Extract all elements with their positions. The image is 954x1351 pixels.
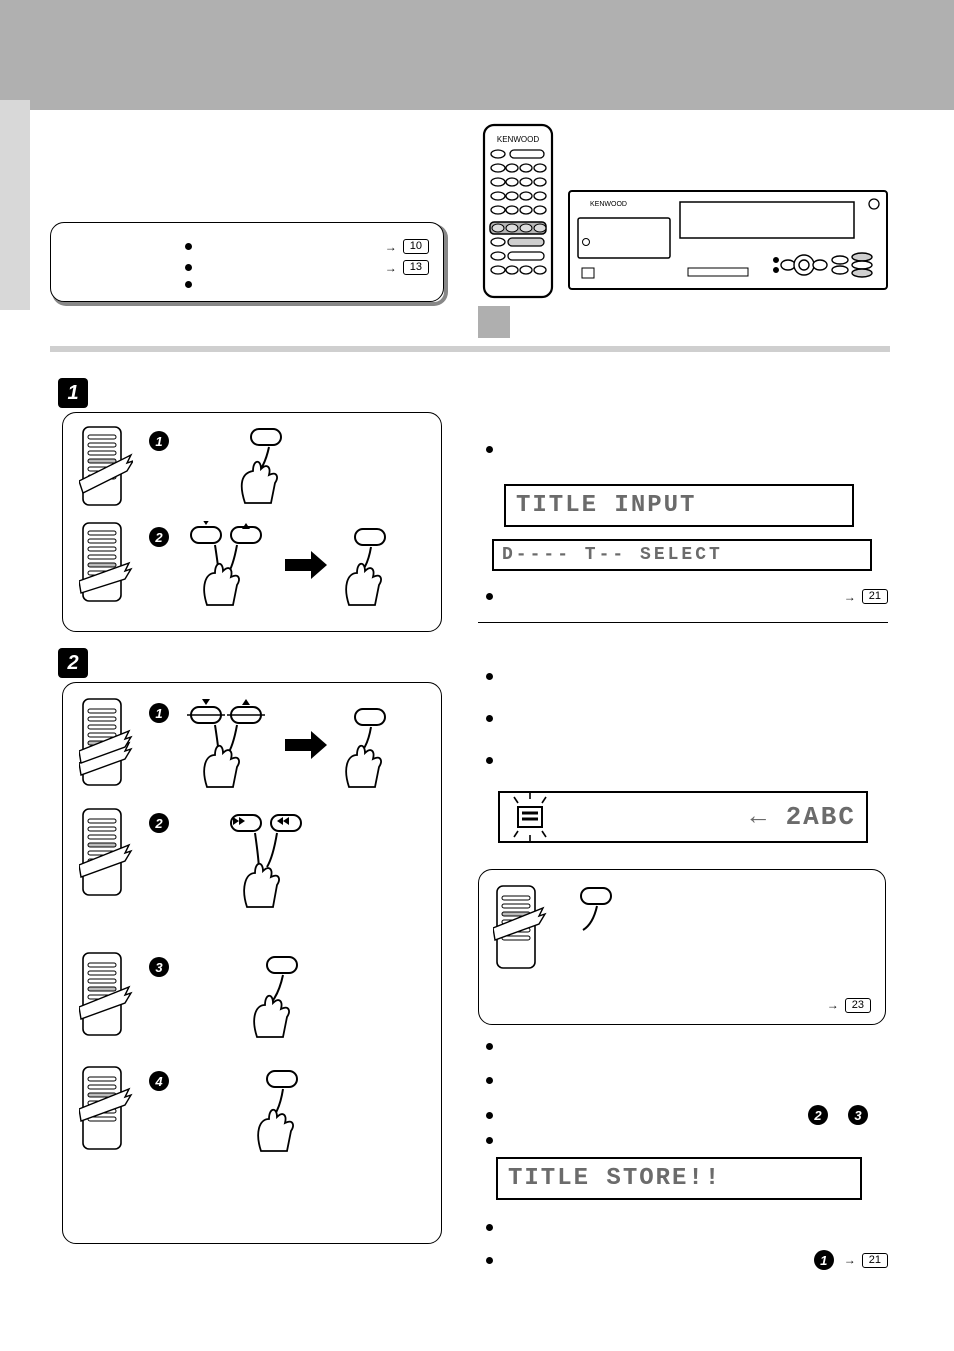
page-ref: 23 <box>827 998 871 1013</box>
lcd-display: D---- T-- SELECT <box>492 539 872 571</box>
step-1-panel: 1 2 <box>62 412 442 632</box>
right-column: TITLE INPUT D---- T-- SELECT 21 ← 2ABC <box>478 440 888 1270</box>
remote-illustration: KENWOOD <box>478 122 558 300</box>
section-divider <box>50 346 890 352</box>
sub-step-badge: 1 <box>149 703 169 723</box>
bullet <box>185 264 192 271</box>
lcd-text: ← 2ABC <box>750 802 866 832</box>
bullet <box>486 715 493 722</box>
press-set-illustration <box>225 425 315 505</box>
svg-text:KENWOOD: KENWOOD <box>590 201 627 208</box>
step-2-panel: 1 2 <box>62 682 442 1244</box>
sub-step-badge: 2 <box>149 527 169 547</box>
bullet <box>185 281 192 288</box>
bullet <box>486 1112 493 1119</box>
bullet <box>486 1224 493 1231</box>
disc-skip-then-set-illustration <box>185 521 415 611</box>
press-button-illustration <box>235 1065 335 1155</box>
sub-step-badge: 2 <box>149 813 169 833</box>
header-strip <box>0 0 954 110</box>
bullet <box>486 1137 493 1144</box>
track-skip-illustration <box>215 807 385 917</box>
bullet <box>486 1077 493 1084</box>
remote-brand-label: KENWOOD <box>497 135 539 144</box>
bullet <box>486 757 493 764</box>
step-1-badge: 1 <box>58 378 88 408</box>
bullet <box>185 243 192 250</box>
step-2-badge: 2 <box>58 648 88 678</box>
disc-skip-then-set-illustration <box>185 697 415 793</box>
lcd-display: TITLE STORE!! <box>496 1157 862 1200</box>
remote-thumb <box>79 951 133 1047</box>
sub-step-badge: 1 <box>814 1250 834 1270</box>
bullet <box>486 1257 493 1264</box>
remote-thumb <box>493 884 547 980</box>
sub-step-badge: 4 <box>149 1071 169 1091</box>
sub-step-badge: 2 <box>808 1105 828 1125</box>
bullet <box>486 1043 493 1050</box>
side-tab <box>0 100 30 310</box>
divider-line <box>478 622 888 623</box>
remote-thumb <box>79 521 133 611</box>
remote-thumb <box>79 697 133 797</box>
remote-thumb <box>79 425 133 515</box>
bullet <box>486 673 493 680</box>
sub-step-badge: 3 <box>848 1105 868 1125</box>
remote-thumb <box>79 807 133 915</box>
grey-devices-label-block <box>478 306 510 338</box>
cancel-panel: 23 <box>478 869 886 1025</box>
sub-step-badge: 3 <box>149 957 169 977</box>
page-ref: 21 <box>844 589 888 604</box>
page-ref: 10 <box>385 239 429 254</box>
sub-step-badge: 1 <box>149 431 169 451</box>
press-set-illustration <box>235 951 335 1041</box>
press-button-illustration <box>567 884 627 980</box>
page-ref: 13 <box>385 260 429 275</box>
preparation-panel: 10 13 <box>50 222 444 302</box>
lcd-cursor-display: ← 2ABC <box>498 791 868 843</box>
lcd-display: TITLE INPUT <box>504 484 854 527</box>
bullet <box>486 446 493 453</box>
main-unit-illustration: KENWOOD <box>568 190 888 290</box>
page-ref: 21 <box>844 1253 888 1268</box>
bullet <box>486 593 493 600</box>
remote-thumb <box>79 1065 133 1161</box>
